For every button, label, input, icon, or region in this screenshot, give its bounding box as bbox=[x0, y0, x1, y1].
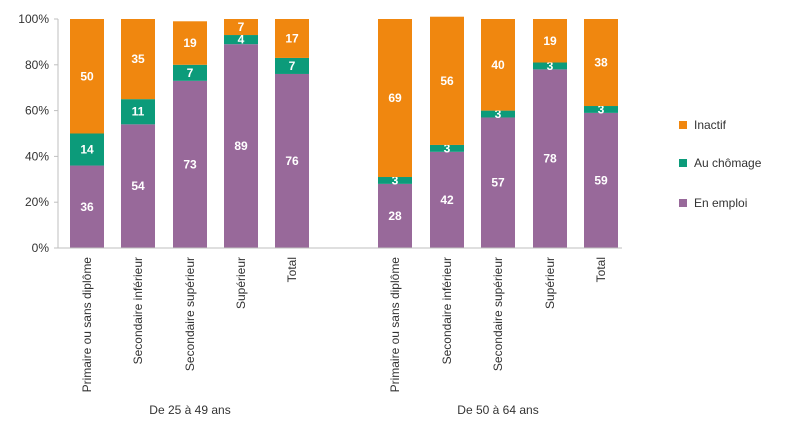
y-tick-label: 80% bbox=[25, 58, 49, 72]
data-label: 54 bbox=[131, 179, 145, 193]
bar-segment-au-ch-mage bbox=[121, 99, 155, 125]
bar-segment-en-emploi bbox=[70, 165, 104, 248]
y-tick-label: 60% bbox=[25, 104, 49, 118]
data-label: 69 bbox=[388, 91, 402, 105]
x-category-label: Total bbox=[594, 257, 608, 282]
data-label: 38 bbox=[594, 56, 608, 70]
bar-segment-au-ch-mage bbox=[70, 133, 104, 166]
bar-stack: 73 7 19 bbox=[173, 21, 207, 248]
bar-stack: 54 11 35 bbox=[121, 19, 155, 248]
bar-stack: 76 7 17 bbox=[275, 19, 309, 249]
bar-stack: 28 3 69 bbox=[378, 19, 412, 248]
bar-segment-en-emploi bbox=[224, 44, 258, 248]
data-label: 28 bbox=[388, 209, 402, 223]
data-label: 40 bbox=[491, 58, 505, 72]
bar-segment-au-ch-mage bbox=[430, 144, 464, 152]
bar-segment-en-emploi bbox=[121, 124, 155, 248]
bar-segment-au-ch-mage bbox=[378, 177, 412, 184]
bar-stack: 78 3 19 bbox=[533, 19, 567, 248]
bar-segment-au-ch-mage bbox=[173, 64, 207, 81]
legend-swatch bbox=[679, 159, 687, 167]
bar-segment-inactif bbox=[533, 19, 567, 63]
bar-segment-en-emploi bbox=[430, 151, 464, 248]
legend-swatch bbox=[679, 121, 687, 129]
legend-label: Inactif bbox=[694, 118, 727, 132]
x-category-label: Primaire ou sans diplôme bbox=[80, 257, 94, 393]
data-label: 78 bbox=[543, 152, 557, 166]
data-label: 3 bbox=[392, 173, 399, 187]
bar-segment-au-ch-mage bbox=[533, 62, 567, 70]
data-label: 59 bbox=[594, 173, 608, 187]
data-label: 3 bbox=[547, 59, 554, 73]
bar-segment-inactif bbox=[224, 19, 258, 36]
data-label: 7 bbox=[187, 66, 194, 80]
bar-segment-en-emploi bbox=[275, 73, 309, 249]
bar-stack: 89 47 bbox=[224, 19, 258, 248]
legend-swatch bbox=[679, 199, 687, 207]
x-category-label: Primaire ou sans diplôme bbox=[388, 257, 402, 393]
bar-stack: 42 3 56 bbox=[430, 16, 464, 248]
data-label: 50 bbox=[80, 69, 94, 83]
bar-segment-inactif bbox=[173, 21, 207, 65]
x-axis: Primaire ou sans diplôme Secondaire infér… bbox=[58, 247, 622, 417]
bar-segment-en-emploi bbox=[533, 69, 567, 248]
x-category-label: Total bbox=[285, 257, 299, 282]
data-label: 7 bbox=[238, 20, 245, 34]
x-category-label: Secondaire inférieur bbox=[131, 257, 145, 364]
data-label: 19 bbox=[543, 34, 557, 48]
data-label: 42 bbox=[440, 193, 454, 207]
legend-label: Au chômage bbox=[694, 156, 762, 170]
data-label: 36 bbox=[80, 200, 94, 214]
x-category-label: Secondaire inférieur bbox=[440, 257, 454, 364]
data-label: 17 bbox=[285, 31, 299, 45]
y-tick-label: 100% bbox=[18, 12, 49, 26]
data-label: 11 bbox=[132, 105, 145, 119]
bar-stack: 36 14 50 bbox=[70, 19, 104, 248]
bar-segment-inactif bbox=[70, 19, 104, 134]
bar-segment-en-emploi bbox=[584, 112, 618, 248]
data-label: 73 bbox=[183, 157, 197, 171]
x-group-label: De 50 à 64 ans bbox=[457, 403, 538, 417]
legend: Inactif Au chômage En emploi bbox=[679, 118, 762, 210]
bar-stack: 59 3 38 bbox=[584, 19, 618, 248]
data-label: 7 bbox=[289, 59, 296, 73]
data-label: 89 bbox=[234, 139, 248, 153]
data-label: 57 bbox=[491, 176, 505, 190]
data-label: 19 bbox=[183, 36, 197, 50]
bar-segment-inactif bbox=[378, 19, 412, 178]
bar-segment-au-ch-mage bbox=[481, 110, 515, 118]
x-category-label: Supérieur bbox=[234, 257, 248, 309]
data-label: 14 bbox=[80, 143, 94, 157]
data-label: 4 bbox=[238, 33, 245, 47]
y-tick-label: 20% bbox=[25, 195, 49, 209]
data-label: 3 bbox=[444, 141, 451, 155]
bar-segment-en-emploi bbox=[173, 80, 207, 248]
bar-segment-au-ch-mage bbox=[275, 57, 309, 74]
y-tick-label: 40% bbox=[25, 149, 49, 163]
data-label: 76 bbox=[285, 154, 299, 168]
x-category-label: Supérieur bbox=[543, 257, 557, 309]
x-group-label: De 25 à 49 ans bbox=[149, 403, 230, 417]
bar-segment-inactif bbox=[430, 16, 464, 145]
bar-segment-en-emploi bbox=[481, 117, 515, 248]
bar-stack: 57 3 40 bbox=[481, 19, 515, 248]
bar-segment-en-emploi bbox=[378, 183, 412, 248]
data-label: 3 bbox=[598, 102, 605, 116]
data-label: 3 bbox=[495, 107, 502, 121]
data-label: 35 bbox=[131, 52, 145, 66]
bars: 3614505411357371989477671728369423565734… bbox=[70, 16, 618, 249]
x-category-label: Secondaire supérieur bbox=[491, 257, 505, 371]
bar-segment-inactif bbox=[584, 19, 618, 107]
bar-segment-inactif bbox=[121, 19, 155, 100]
data-label: 56 bbox=[440, 74, 454, 88]
bar-segment-au-ch-mage bbox=[224, 35, 258, 45]
legend-label: En emploi bbox=[694, 196, 747, 210]
x-category-label: Secondaire supérieur bbox=[183, 257, 197, 371]
y-tick-label: 0% bbox=[32, 241, 50, 255]
bar-segment-inactif bbox=[481, 19, 515, 111]
bar-segment-au-ch-mage bbox=[584, 106, 618, 113]
bar-segment-inactif bbox=[275, 19, 309, 58]
y-axis: 0% 20% 40% 60% 80% 100% bbox=[18, 12, 59, 255]
